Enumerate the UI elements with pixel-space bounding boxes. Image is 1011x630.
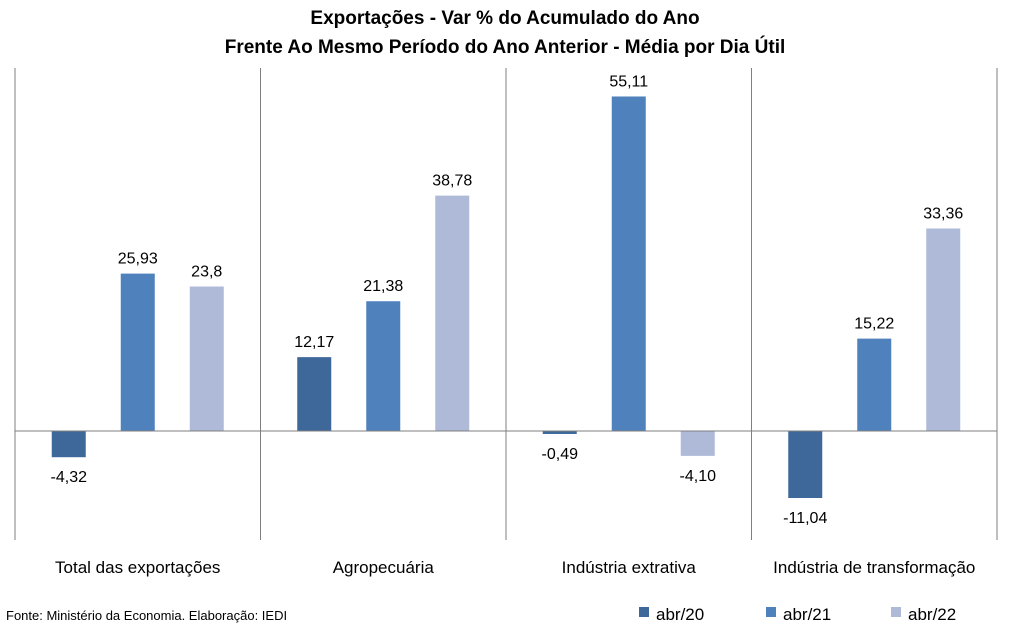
bar bbox=[51, 431, 86, 458]
category-separators bbox=[14, 68, 998, 540]
data-label: -11,04 bbox=[783, 510, 827, 527]
data-label: 23,8 bbox=[191, 264, 222, 281]
legend-swatch bbox=[891, 607, 901, 617]
category-label: Indústria extrativa bbox=[562, 558, 697, 577]
chart-title: Exportações - Var % do Acumulado do Ano bbox=[310, 8, 699, 29]
legend-label: abr/22 bbox=[908, 605, 956, 624]
bar bbox=[857, 338, 892, 431]
legend-label: abr/21 bbox=[783, 605, 831, 624]
legend-swatch bbox=[766, 607, 776, 617]
bar bbox=[297, 357, 332, 431]
bars bbox=[51, 96, 961, 499]
legend-swatch bbox=[639, 607, 649, 617]
legend-label: abr/20 bbox=[656, 605, 704, 624]
data-labels: -4,32 25,93 23,8 12,17 21,38 38,78 -0,49 55,11 -… bbox=[51, 73, 964, 527]
bar bbox=[189, 286, 224, 431]
bar bbox=[542, 431, 577, 434]
category-label: Indústria de transformação bbox=[773, 558, 975, 577]
bar bbox=[611, 96, 646, 431]
chart-subtitle: Frente Ao Mesmo Período do Ano Anterior … bbox=[225, 36, 786, 58]
data-label: 15,22 bbox=[854, 316, 894, 333]
data-label: 33,36 bbox=[923, 206, 963, 223]
data-label: -0,49 bbox=[542, 446, 579, 463]
bar bbox=[435, 195, 470, 431]
data-label: 12,17 bbox=[294, 334, 334, 351]
category-label: Total das exportações bbox=[55, 558, 220, 577]
bar bbox=[120, 273, 155, 431]
data-label: -4,10 bbox=[680, 468, 717, 485]
category-label: Agropecuária bbox=[333, 558, 435, 577]
bar bbox=[926, 228, 961, 431]
bar bbox=[788, 431, 823, 499]
bar bbox=[680, 431, 715, 456]
data-label: -4,32 bbox=[51, 469, 88, 486]
data-label: 38,78 bbox=[432, 173, 472, 190]
data-label: 21,38 bbox=[363, 278, 403, 295]
bar bbox=[366, 301, 401, 431]
source-note: Fonte: Ministério da Economia. Elaboraçã… bbox=[6, 608, 287, 623]
data-label: 55,11 bbox=[609, 73, 648, 90]
data-label: 25,93 bbox=[118, 251, 158, 268]
legend: abr/20 abr/21 abr/22 bbox=[639, 605, 956, 624]
category-labels: Total das exportações Agropecuária Indústr… bbox=[55, 558, 975, 577]
